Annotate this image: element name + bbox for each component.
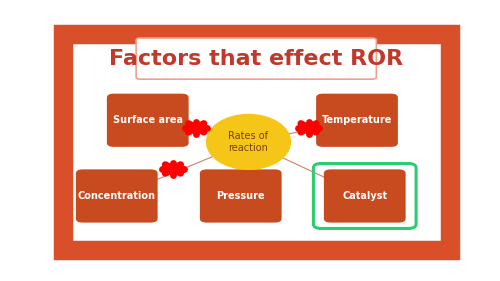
Text: Surface area: Surface area <box>113 115 183 125</box>
FancyBboxPatch shape <box>62 34 450 250</box>
Text: Catalyst: Catalyst <box>342 191 388 201</box>
Text: Factors that effect ROR: Factors that effect ROR <box>109 49 404 69</box>
Text: Pressure: Pressure <box>216 191 265 201</box>
Text: Concentration: Concentration <box>78 191 156 201</box>
FancyBboxPatch shape <box>107 94 188 147</box>
Text: Rates of
reaction: Rates of reaction <box>228 131 268 153</box>
Ellipse shape <box>206 114 291 170</box>
FancyBboxPatch shape <box>136 38 376 79</box>
FancyBboxPatch shape <box>324 169 406 223</box>
FancyBboxPatch shape <box>76 169 158 223</box>
FancyBboxPatch shape <box>316 94 398 147</box>
FancyBboxPatch shape <box>200 169 281 223</box>
Text: Temperature: Temperature <box>322 115 392 125</box>
